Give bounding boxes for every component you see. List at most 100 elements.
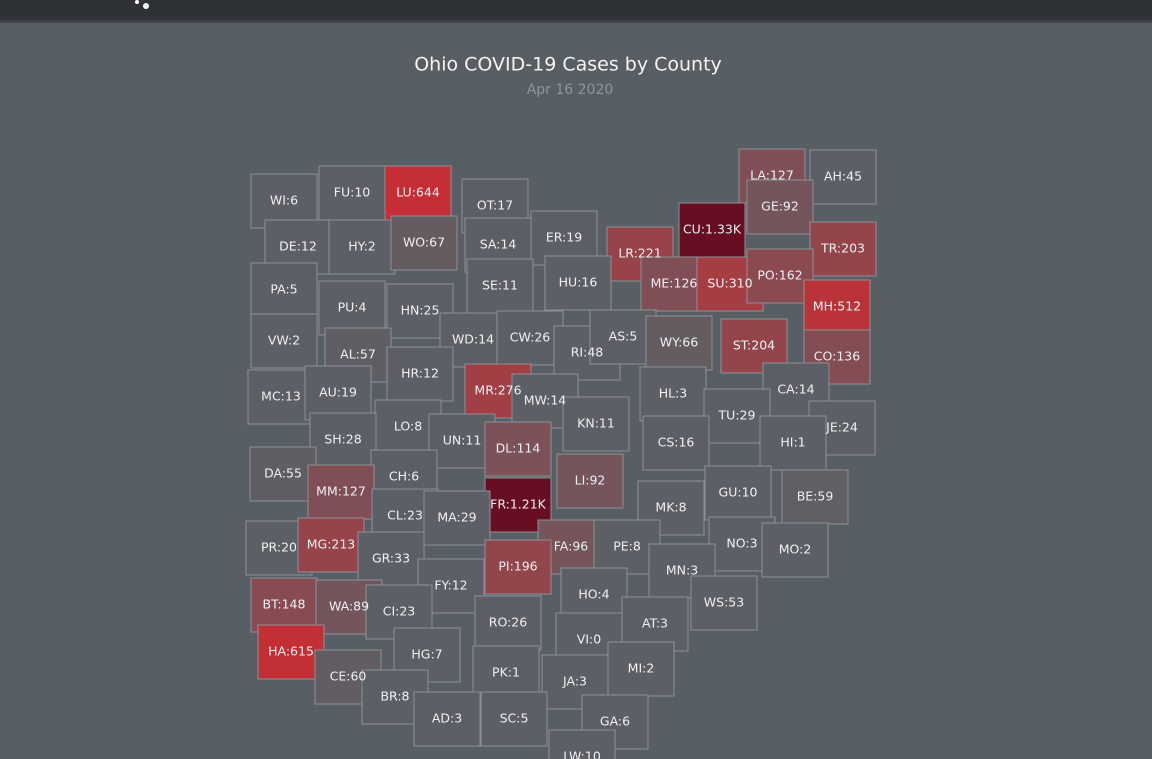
county <box>384 165 452 221</box>
county-label: GU:10 <box>719 485 758 500</box>
county <box>472 645 540 701</box>
county-label: LW:10 <box>563 749 601 759</box>
county-label: CW:26 <box>510 330 551 345</box>
county <box>413 691 481 747</box>
county-label: DA:55 <box>264 466 302 481</box>
top-bar <box>0 0 1152 20</box>
county-label: MK:8 <box>655 500 686 515</box>
county <box>759 415 827 471</box>
county-label: PR:20 <box>261 540 297 555</box>
county <box>386 346 454 402</box>
county-label: RO:26 <box>489 615 527 630</box>
county-label: WY:66 <box>660 335 698 350</box>
county-label: PA:5 <box>270 282 297 297</box>
county <box>484 421 552 477</box>
county <box>746 248 814 304</box>
county-label: LI:92 <box>575 473 606 488</box>
county <box>390 215 458 271</box>
county-label: KN:11 <box>577 416 615 431</box>
county <box>781 469 849 525</box>
county-label: SE:11 <box>482 278 518 293</box>
county-label: FY:12 <box>434 578 467 593</box>
county <box>809 221 877 277</box>
county-label: AH:45 <box>824 169 862 184</box>
county-label: OT:17 <box>477 198 513 213</box>
county <box>761 522 829 578</box>
county <box>746 179 814 235</box>
county-label: SC:5 <box>500 711 529 726</box>
county <box>690 575 758 631</box>
county-label: CL:23 <box>387 508 423 523</box>
county-label: PK:1 <box>492 665 520 680</box>
county <box>247 369 315 425</box>
county <box>562 396 630 452</box>
county-label: RI:48 <box>571 345 604 360</box>
county-label: BE:59 <box>797 489 834 504</box>
county-label: ST:204 <box>733 338 775 353</box>
county-label: LA:127 <box>750 168 794 183</box>
county-label: MN:3 <box>666 563 698 578</box>
county-label: CS:16 <box>658 435 695 450</box>
county <box>809 149 877 205</box>
county-label: FU:10 <box>334 185 371 200</box>
county-label: MC:13 <box>261 389 301 404</box>
county-label: CH:6 <box>389 469 419 484</box>
county-label: MM:127 <box>316 484 366 499</box>
county <box>556 453 624 509</box>
county-label: MO:2 <box>779 542 812 557</box>
top-bar-shadow <box>0 20 1152 23</box>
county-label: HR:12 <box>401 366 439 381</box>
county <box>249 446 317 502</box>
county-label: JE:24 <box>825 420 858 435</box>
county-label: SU:310 <box>707 276 752 291</box>
county-label: HG:7 <box>411 647 442 662</box>
county <box>357 531 425 587</box>
county-label: CU:1.33K <box>683 222 742 237</box>
county-label: HL:3 <box>659 386 688 401</box>
county <box>474 595 542 651</box>
county-label: CA:14 <box>777 382 814 397</box>
county-label: MI:2 <box>628 661 655 676</box>
county <box>309 412 377 468</box>
county-label: PE:8 <box>613 539 641 554</box>
county <box>250 313 318 369</box>
county-label: JA:3 <box>562 674 587 689</box>
county <box>257 624 325 680</box>
county-label: WA:89 <box>329 599 369 614</box>
county-label: DL:114 <box>496 441 541 456</box>
county-label: WI:6 <box>270 193 298 208</box>
county <box>423 490 491 546</box>
county-label: GA:6 <box>600 714 630 729</box>
county-label: WO:67 <box>403 235 445 250</box>
county-label: AS:5 <box>609 329 638 344</box>
county <box>466 258 534 314</box>
county-label: MW:14 <box>524 393 567 408</box>
map-subtitle: Apr 16 2020 <box>527 82 614 98</box>
logo <box>135 0 149 9</box>
county-label: HA:615 <box>268 644 314 659</box>
county-label: FA:96 <box>554 539 589 554</box>
county-label: FR:1.21K <box>490 497 547 512</box>
county-label: HI:1 <box>780 435 805 450</box>
county-label: TU:29 <box>718 408 756 423</box>
county <box>803 329 871 385</box>
county-label: BR:8 <box>380 689 409 704</box>
county-label: CE:60 <box>330 669 367 684</box>
county-label: PI:196 <box>498 559 537 574</box>
county <box>639 366 707 422</box>
county <box>642 415 710 471</box>
county-label: MG:213 <box>307 537 356 552</box>
county-label: NO:3 <box>726 536 757 551</box>
county-label: PO:162 <box>757 268 802 283</box>
county-label: TR:203 <box>820 241 865 256</box>
county-label: VI:0 <box>577 632 601 647</box>
county-label: PU:4 <box>338 300 367 315</box>
county-label: HY:2 <box>348 239 376 254</box>
county <box>496 310 564 366</box>
county-label: GR:33 <box>372 551 410 566</box>
county <box>250 577 318 633</box>
county-label: MH:512 <box>813 299 861 314</box>
county <box>304 365 372 421</box>
county-layer: WI:6 FU:10 LU:644 OT:17 LA:127 AH:45 GE:92 CU:1… <box>245 148 877 759</box>
